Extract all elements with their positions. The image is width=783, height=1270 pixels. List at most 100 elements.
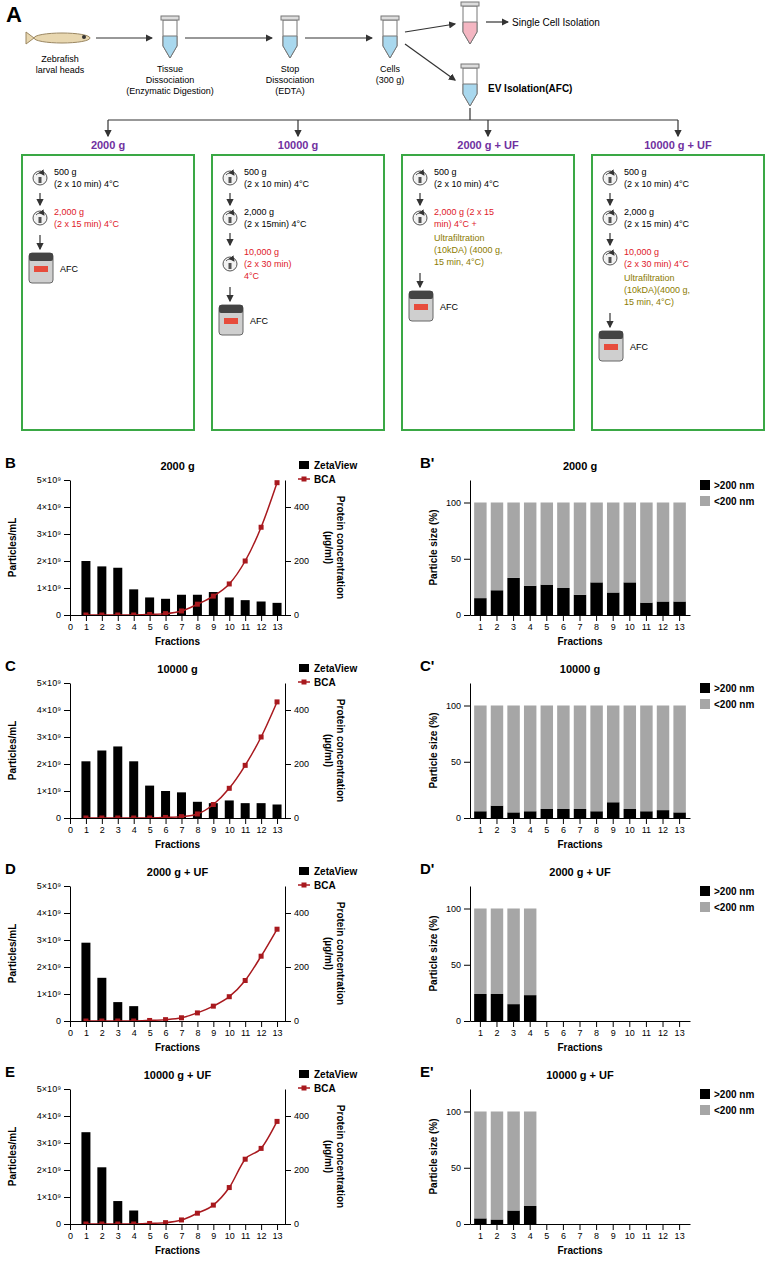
tick: 11	[241, 818, 250, 835]
tick-mark	[70, 818, 71, 824]
plot-area	[474, 909, 536, 1022]
tick: 7	[577, 1224, 582, 1241]
y-axis: 050100	[446, 887, 471, 1027]
tick-label: 12	[658, 1028, 668, 1038]
tick-mark	[464, 503, 470, 504]
tick-label: 4×10⁹	[37, 1111, 61, 1121]
line-marker	[259, 1146, 264, 1151]
tick-label: 13	[675, 622, 685, 632]
tick: 4×10⁹	[37, 1111, 70, 1121]
tick: 8	[594, 818, 599, 835]
centrifuge-rotor	[603, 251, 617, 265]
plot-area	[474, 503, 686, 616]
tick-mark	[64, 1197, 70, 1198]
x-axis: 012345678910111213	[68, 1021, 286, 1038]
legend-label: >200 nm	[714, 1089, 754, 1100]
tick-mark	[629, 818, 630, 824]
legend-label: ZetaView	[314, 460, 357, 471]
tick: 400	[285, 502, 309, 512]
tick-mark	[64, 967, 70, 968]
tick-mark	[86, 1224, 87, 1230]
line-series	[86, 483, 277, 615]
line-marker	[179, 608, 184, 613]
device-label: AFC	[630, 342, 649, 352]
tick-mark	[64, 561, 70, 562]
tick: 2×10⁹	[37, 759, 70, 769]
tick-label: 9	[211, 1028, 216, 1038]
tick-mark	[64, 1170, 70, 1171]
centrifuge-rotor	[603, 171, 617, 185]
tick: 1	[478, 615, 483, 632]
bar-segment	[590, 503, 602, 583]
tick: 2	[494, 615, 499, 632]
tick-mark	[546, 818, 547, 824]
tick-mark	[197, 615, 198, 621]
arrow	[229, 233, 230, 245]
bar-segment	[624, 706, 636, 810]
bar-segment	[524, 503, 536, 586]
legend-swatch	[700, 1089, 710, 1099]
arrow	[405, 24, 455, 32]
tick-mark	[496, 615, 497, 621]
tick-mark	[480, 818, 481, 824]
tick-label: 8	[195, 1231, 200, 1241]
tick: 9	[211, 1224, 216, 1241]
tick-label: 1	[84, 1231, 89, 1241]
tick-label: 9	[611, 1028, 616, 1038]
tick: 3	[511, 1224, 516, 1241]
y2-axis-title-line: (µg/ml)	[323, 937, 334, 970]
tick: 9	[611, 1021, 616, 1038]
tick-label: 4	[132, 825, 137, 835]
panel-letter: E	[5, 1063, 15, 1080]
tick-label: 5	[544, 1231, 549, 1241]
legend-label: >200 nm	[714, 886, 754, 897]
tick-label: 1	[478, 1028, 483, 1038]
tick: 9	[211, 818, 216, 835]
tick-mark	[64, 1021, 70, 1022]
tick-label: 6	[561, 825, 566, 835]
centrifuge-spin	[606, 173, 614, 175]
bar	[257, 602, 266, 616]
tick: 0	[285, 1016, 299, 1026]
line-marker	[195, 602, 200, 607]
tick-label: 1	[478, 1231, 483, 1241]
tick-mark	[64, 683, 70, 684]
tick-mark	[261, 1021, 262, 1027]
afc-screen	[414, 304, 428, 310]
line-marker	[211, 1004, 216, 1009]
tick-mark	[679, 1021, 680, 1027]
centrifuge-icon	[603, 251, 617, 265]
tick: 7	[179, 1021, 184, 1038]
y2-axis-title-line: (µg/ml)	[323, 531, 334, 564]
tick: 7	[179, 818, 184, 835]
y-axis-title: Particle size (%)	[428, 712, 439, 788]
tick: 8	[594, 1224, 599, 1241]
line-marker	[179, 1015, 184, 1020]
bar-segment	[474, 598, 486, 615]
afc-device	[219, 305, 243, 335]
tick: 3	[511, 615, 516, 632]
tube-liquid	[383, 36, 397, 58]
tick-label: 12	[257, 825, 267, 835]
tick-label: 8	[594, 1231, 599, 1241]
bar-segment	[574, 809, 586, 818]
tick-label: 4×10⁹	[37, 502, 61, 512]
tick: 50	[451, 554, 470, 564]
tick: 0	[56, 610, 70, 620]
tick-mark	[285, 1116, 291, 1117]
line-marker	[243, 559, 248, 564]
legend-label: BCA	[314, 474, 336, 485]
line-marker	[147, 612, 152, 615]
x-axis-title: Fractions	[557, 636, 602, 647]
tick-label: 200	[294, 1165, 309, 1175]
line-marker	[227, 581, 232, 586]
line-marker	[163, 815, 168, 818]
tick-mark	[261, 818, 262, 824]
tick-label: 8	[594, 1028, 599, 1038]
bar	[241, 600, 250, 615]
tick-mark	[464, 909, 470, 910]
bar-segment	[474, 811, 486, 818]
tick-mark	[596, 818, 597, 824]
tick: 100	[446, 1107, 470, 1117]
legend-label: BCA	[314, 1083, 336, 1094]
